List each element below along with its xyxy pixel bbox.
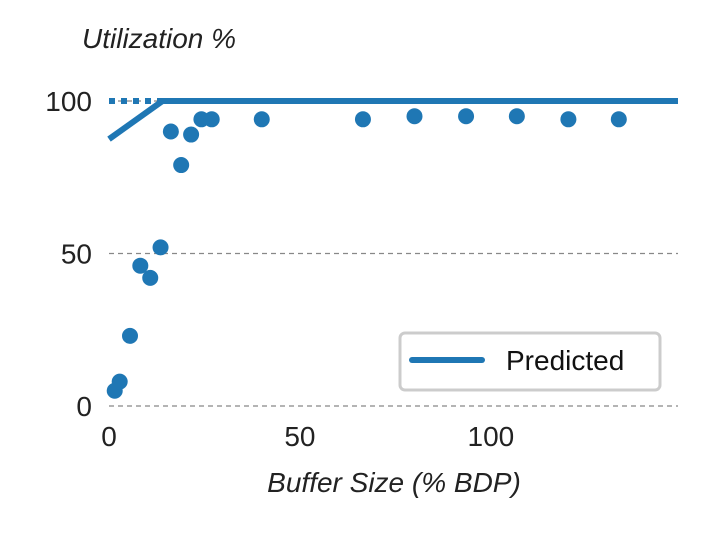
predicted-line-group <box>107 98 678 142</box>
data-point <box>162 123 179 140</box>
axis-ticks: 0 50 100 0 50 100 <box>45 86 514 452</box>
data-point <box>203 111 220 128</box>
y-tick-label-50: 50 <box>61 239 92 270</box>
legend: Predicted <box>398 331 662 392</box>
x-axis-label: Buffer Size (% BDP) <box>267 467 521 498</box>
data-point <box>458 108 475 125</box>
y-tick-label-100: 100 <box>45 86 92 117</box>
x-tick-label-50: 50 <box>284 421 315 452</box>
data-point <box>142 269 159 286</box>
data-point <box>406 108 423 125</box>
data-point <box>610 111 627 128</box>
data-point <box>132 257 149 274</box>
data-point <box>122 327 139 344</box>
data-point <box>508 108 525 125</box>
data-point <box>354 111 371 128</box>
x-tick-label-100: 100 <box>468 421 515 452</box>
data-point <box>253 111 270 128</box>
legend-box <box>398 331 662 392</box>
measured-points <box>106 108 627 399</box>
y-tick-label-0: 0 <box>76 391 92 422</box>
x-tick-label-0: 0 <box>101 421 117 452</box>
data-point <box>183 126 200 143</box>
legend-label-predicted: Predicted <box>506 345 624 376</box>
data-point <box>152 239 169 256</box>
data-point <box>173 157 190 174</box>
data-point <box>560 111 577 128</box>
y-axis-label: Utilization % <box>82 23 236 54</box>
predicted-line <box>107 98 678 142</box>
data-point <box>111 373 128 390</box>
